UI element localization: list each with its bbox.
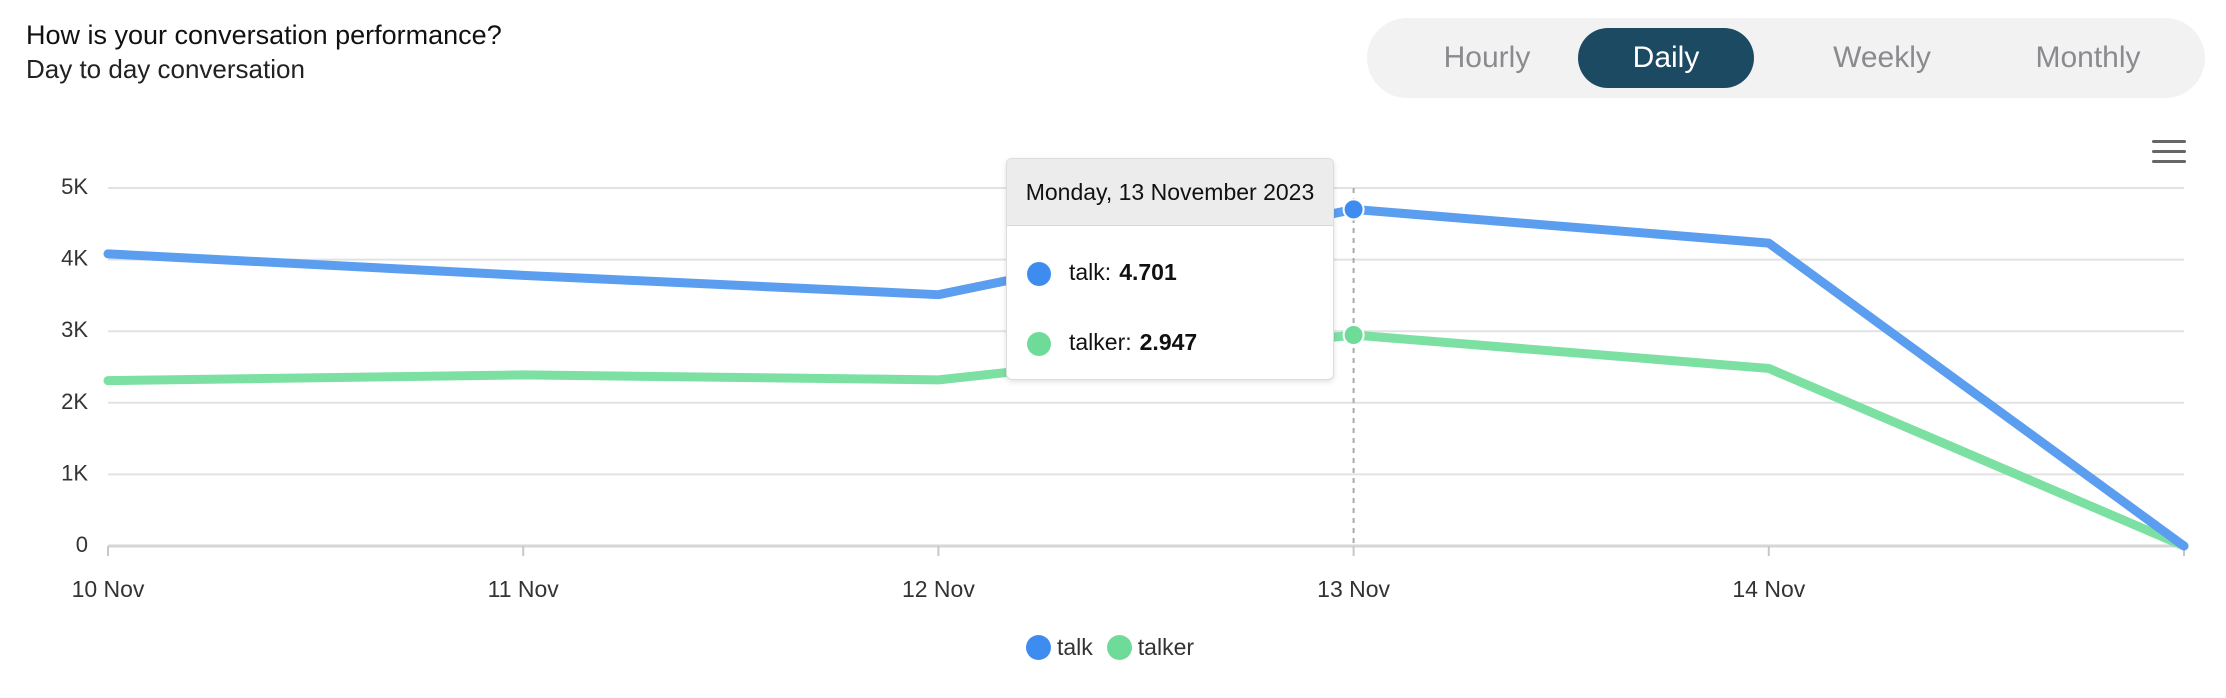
x-tick-label: 11 Nov: [488, 576, 560, 602]
y-tick-label: 4K: [61, 246, 88, 271]
y-tick-label: 5K: [61, 174, 88, 199]
chart-header: How is your conversation performance? Da…: [26, 18, 502, 86]
x-tick-label: 12 Nov: [902, 576, 975, 602]
chart-subtitle: Day to day conversation: [26, 54, 305, 84]
tooltip-row-talk: talk: 4.701: [1027, 257, 1177, 287]
tooltip-talk-dot-icon: [1027, 261, 1051, 286]
y-tick-label: 1K: [61, 460, 88, 485]
point-marker-talk: [1342, 198, 1365, 221]
chart-legend: talk talker: [1026, 634, 1208, 664]
y-tick-label: 0: [76, 532, 88, 557]
legend-talk-label: talk: [1057, 634, 1093, 660]
tooltip-talk-value: 4.701: [1119, 259, 1177, 285]
tooltip-talker-value: 2.947: [1139, 329, 1198, 355]
x-tick-label: 13 Nov: [1317, 576, 1390, 602]
chart-title: How is your conversation performance?: [26, 20, 502, 50]
range-weekly-button[interactable]: Weekly: [1833, 41, 1931, 74]
legend-talker-label: talker: [1137, 634, 1195, 660]
hamburger-menu-icon[interactable]: [2152, 140, 2186, 166]
legend-talk-dot-icon: [1026, 635, 1051, 660]
legend-item-talk[interactable]: talk: [1026, 634, 1093, 661]
tooltip-row-talker: talker: 2.947: [1027, 327, 1197, 357]
tooltip-talker-label: talker:: [1069, 329, 1132, 355]
x-tick-label: 10 Nov: [72, 576, 145, 602]
tooltip-talker-dot-icon: [1027, 331, 1051, 356]
range-hourly-button[interactable]: Hourly: [1443, 41, 1531, 74]
range-daily-button[interactable]: Daily: [1578, 28, 1754, 88]
range-toggle: Hourly Daily Weekly Monthly: [1367, 18, 2205, 98]
y-tick-label: 3K: [61, 317, 88, 342]
tooltip-talk-label: talk:: [1069, 259, 1112, 285]
x-tick-label: 14 Nov: [1732, 576, 1805, 602]
point-marker-talker: [1342, 323, 1365, 346]
chart-tooltip: Monday, 13 November 2023 talk: 4.701 talk…: [1006, 158, 1334, 380]
range-monthly-button[interactable]: Monthly: [2035, 41, 2141, 74]
tooltip-date: Monday, 13 November 2023: [1007, 159, 1333, 226]
legend-item-talker[interactable]: talker: [1106, 634, 1195, 661]
legend-talker-dot-icon: [1106, 635, 1132, 660]
y-tick-label: 2K: [61, 389, 88, 414]
